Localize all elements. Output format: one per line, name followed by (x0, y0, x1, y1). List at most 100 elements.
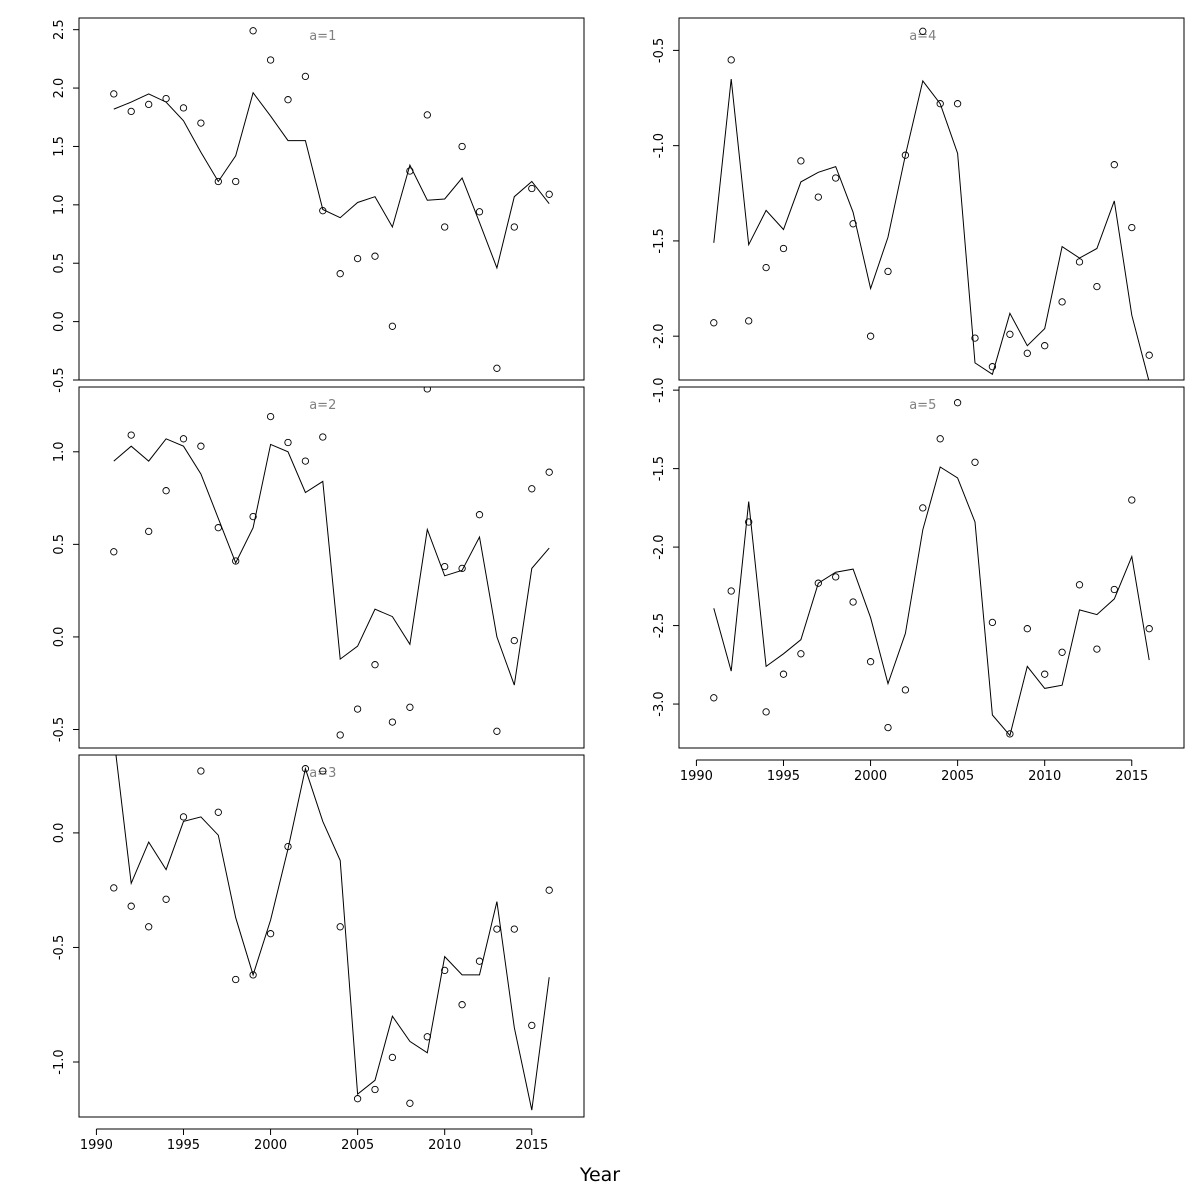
panel-2: -0.5 0.0 0.5 1.0 a=2 (52, 386, 585, 749)
data-point (475, 957, 484, 965)
data-point (319, 767, 327, 775)
plot-area (110, 387, 553, 739)
data-point (266, 56, 275, 64)
data-point (1128, 223, 1136, 232)
data-point (919, 504, 927, 512)
data-point (832, 174, 840, 182)
data-point (353, 705, 362, 713)
data-point (528, 184, 536, 193)
fitted-line (115, 755, 550, 1111)
data-point (475, 208, 484, 216)
data-point (528, 1021, 536, 1030)
data-point (284, 842, 292, 851)
data-point (1075, 581, 1084, 589)
y-tick-label: -1.0 (652, 133, 667, 158)
data-point (849, 598, 857, 606)
data-point (1023, 625, 1031, 633)
panel-5: -3.0 -2.5 -2.0 -1.5 -1.0 1990 1995 2000 2005 2010… (652, 377, 1185, 784)
data-point (1023, 349, 1031, 357)
x-axis-label: Year (579, 1164, 620, 1186)
data-point (179, 104, 188, 112)
data-point (162, 94, 170, 103)
y-tick-label: -1.0 (652, 377, 667, 402)
data-point (988, 618, 997, 627)
data-point (727, 56, 735, 64)
x-tick-label: 2000 (254, 1138, 287, 1153)
y-tick-label: 0.5 (52, 534, 67, 555)
data-point (1006, 730, 1014, 738)
panel-3: -1.0 -0.5 0.0 1990 1995 2000 2005 2010 2015 a=3 (52, 754, 585, 1153)
data-point (1110, 585, 1118, 594)
panel-frame (78, 386, 585, 749)
data-point (1006, 330, 1014, 338)
y-tick-label: -0.5 (652, 38, 667, 63)
data-point (406, 167, 414, 175)
data-point (1128, 496, 1136, 504)
fitted-line (713, 466, 1150, 737)
data-point (528, 485, 536, 493)
data-point (884, 723, 892, 732)
fitted-line (113, 91, 550, 270)
data-point (762, 263, 770, 272)
y-tick-label: -1.5 (652, 228, 667, 253)
y-tick-label: -0.5 (52, 367, 67, 392)
data-point (423, 387, 431, 393)
data-point (510, 636, 518, 645)
y-tick-label: 0.0 (52, 627, 67, 648)
data-point (284, 438, 292, 447)
y-tick-label: 2.0 (52, 78, 67, 99)
y-tick-label: -0.5 (52, 717, 67, 742)
data-point (493, 925, 501, 933)
plot-area (110, 755, 553, 1111)
data-point (162, 895, 170, 903)
data-point (406, 1099, 414, 1107)
y-tick-label: 0.0 (52, 311, 67, 332)
data-point (1110, 161, 1118, 169)
data-point (458, 564, 466, 573)
data-point (1093, 282, 1101, 291)
data-point (214, 177, 222, 186)
data-point (319, 433, 327, 441)
data-point (493, 364, 501, 372)
x-tick-label: 2010 (1028, 769, 1061, 784)
data-point (249, 27, 257, 35)
data-point (1041, 342, 1049, 350)
data-point (762, 708, 770, 716)
x-tick-label: 2005 (941, 769, 974, 784)
data-point (423, 1033, 431, 1041)
data-point (441, 223, 449, 231)
data-point (545, 468, 553, 476)
data-point (266, 412, 275, 421)
data-point (953, 100, 962, 108)
data-point (179, 435, 188, 443)
data-point (1145, 625, 1153, 633)
data-point (971, 334, 979, 342)
data-point (336, 270, 344, 278)
x-tick-label: 2000 (854, 769, 887, 784)
data-point (988, 363, 997, 371)
data-point (832, 573, 840, 581)
data-point (745, 317, 753, 325)
data-point (866, 658, 875, 666)
data-point (162, 487, 170, 495)
panel-title: a=3 (309, 766, 336, 781)
data-point (423, 111, 431, 119)
data-point (301, 72, 310, 81)
data-point (745, 518, 753, 526)
y-tick-label: -1.5 (652, 456, 667, 481)
data-point (197, 119, 205, 127)
data-point (779, 244, 788, 253)
data-point (727, 587, 735, 595)
data-point (336, 923, 344, 931)
data-point (1058, 648, 1066, 656)
y-tick-label: -2.0 (652, 323, 667, 348)
x-tick-label: 2005 (341, 1138, 374, 1153)
data-point (388, 718, 397, 726)
data-point (371, 661, 379, 669)
data-point (953, 399, 962, 407)
data-point (371, 1085, 379, 1094)
data-point (901, 151, 910, 159)
data-point (510, 223, 518, 231)
data-point (110, 884, 118, 892)
data-point (866, 332, 875, 340)
